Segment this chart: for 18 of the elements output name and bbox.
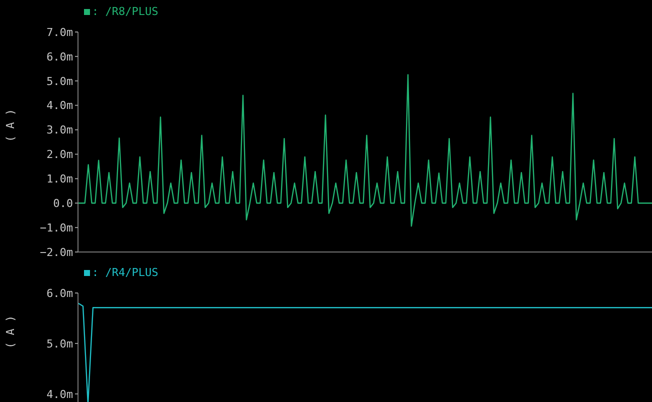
y-tick-label: 4.0m — [46, 388, 74, 401]
y-tick-label: −1.0m — [40, 221, 74, 234]
y-tick-label: 2.0m — [46, 148, 74, 162]
y-tick-label: 7.0m — [46, 26, 74, 39]
y-tick-label: 1.0m — [46, 172, 74, 186]
y-axis-title: ( A ) — [4, 108, 17, 142]
legend-label: : /R8/PLUS — [91, 5, 158, 18]
line-series — [77, 74, 652, 227]
y-tick-label: 5.0m — [46, 74, 74, 88]
y-axis-title: ( A ) — [4, 315, 17, 348]
y-tick-label: −2.0m — [40, 246, 74, 259]
y-tick-label: 5.0m — [46, 337, 74, 350]
y-tick-label: 6.0m — [46, 50, 74, 64]
y-tick-label: 0.0 — [53, 197, 73, 210]
legend-label: : /R4/PLUS — [91, 266, 158, 279]
y-tick-label: 6.0m — [46, 286, 74, 300]
y-tick-label: 3.0m — [46, 124, 74, 137]
y-tick-label: 4.0m — [46, 99, 74, 112]
